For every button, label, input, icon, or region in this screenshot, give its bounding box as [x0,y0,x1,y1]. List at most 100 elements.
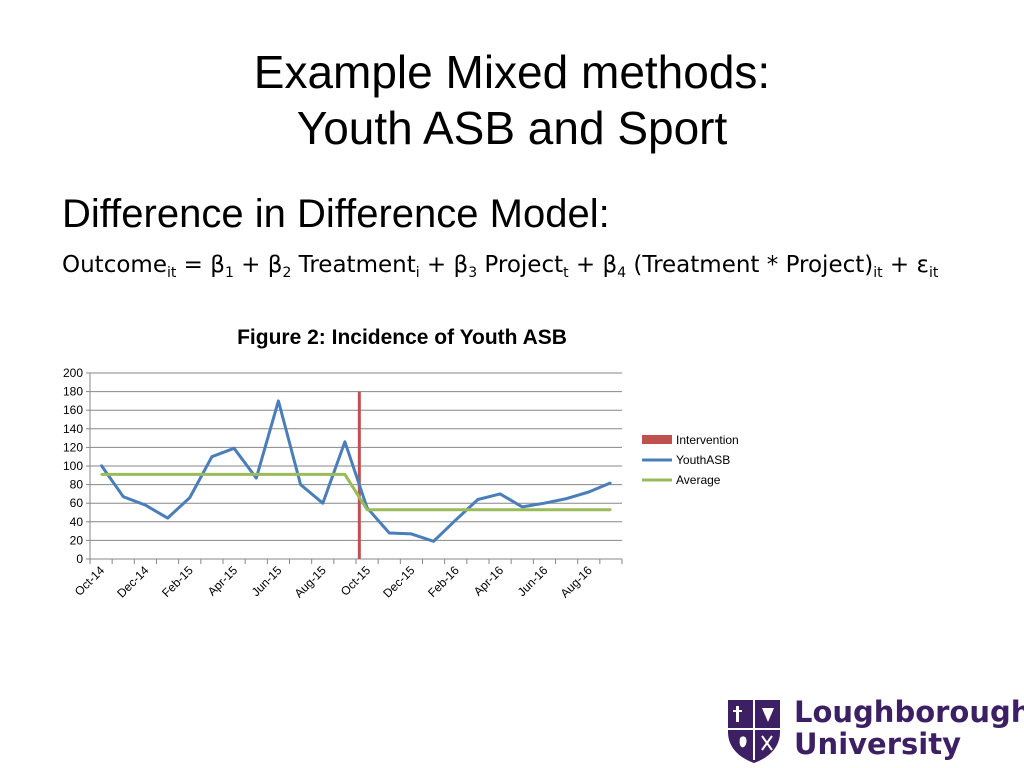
data-point-average [543,508,546,511]
data-point-average [100,473,102,476]
data-point-youthasb [299,483,302,486]
data-point-youthasb [188,496,191,499]
formula-beta3: + β [419,252,469,278]
formula-beta4: + β [568,252,618,278]
data-point-youthasb [321,502,324,504]
data-point-average [211,473,213,476]
data-point-average [610,508,612,511]
x-tick-label: Dec-15 [380,563,417,600]
data-point-average [255,473,258,476]
data-point-youthasb [432,540,435,543]
university-name-line-2: University [794,727,961,761]
data-point-youthasb [543,502,546,504]
data-point-youthasb [211,455,213,458]
chart-gridlines [90,372,622,560]
formula-epsilon: + ε [882,252,929,278]
series-line-youthasb [99,399,612,543]
y-tick-label: 40 [70,515,84,529]
x-tick-label: Dec-14 [114,563,151,600]
data-point-youthasb [410,533,413,535]
data-point-average [321,473,324,476]
y-tick-label: 100 [63,459,83,473]
data-point-youthasb [166,517,169,519]
data-point-youthasb [499,493,501,495]
data-point-average [432,508,435,511]
data-point-youthasb [477,498,479,501]
y-tick-label: 20 [70,533,84,547]
formula-sub-project: t [563,265,569,281]
data-point-average [388,508,391,511]
data-point-average [410,508,413,511]
y-axis: 0 20 40 60 80 100 120 140 160 180 200 [63,366,91,566]
formula-beta1: = β [176,252,225,278]
data-point-youthasb [344,441,346,443]
data-point-youthasb [233,447,235,450]
x-tick-label: Apr-15 [205,563,241,599]
formula-sub-interaction: it [873,265,883,281]
legend-swatch-intervention [642,435,672,444]
university-name: Loughborough University [794,696,1024,760]
data-point-youthasb [255,477,258,479]
x-tick-label: Apr-16 [471,563,507,599]
data-point-average [499,508,501,511]
university-logo: Loughborough University [726,696,1024,766]
data-point-average [166,473,169,476]
slide-title-line-2: Youth ASB and Sport [296,102,728,154]
formula-beta2: + β [233,252,283,278]
data-point-youthasb [610,481,612,484]
data-point-average [344,473,346,476]
chart-series [99,391,612,559]
legend-label: YouthASB [676,453,730,467]
data-point-average [277,473,280,476]
data-point-youthasb [100,464,102,466]
x-tick-label: Oct-15 [338,563,374,599]
formula-sub-beta4: 4 [617,265,627,281]
data-point-youthasb [144,504,147,506]
formula-sub-beta1: 1 [224,265,234,281]
y-tick-label: 80 [70,478,84,492]
x-tick-label: Jun-15 [249,563,285,599]
slide-title: Example Mixed methods: Youth ASB and Spo… [0,44,1024,156]
asb-line-chart: Figure 2: Incidence of Youth ASB 0 20 40 60… [63,326,739,600]
formula-outcome: Outcome [62,252,167,278]
data-point-youthasb [565,497,568,500]
data-point-average [454,508,457,511]
x-tick-label: Oct-14 [72,563,108,599]
data-point-youthasb [454,519,457,521]
y-tick-label: 0 [76,552,83,566]
data-point-average [144,473,147,476]
data-point-average [587,508,590,511]
y-tick-label: 60 [70,496,84,510]
y-tick-label: 180 [63,385,83,399]
data-point-youthasb [521,506,524,508]
legend-label: Average [676,473,721,487]
formula-sub-epsilon: it [928,265,939,281]
formula-sub-beta3: 3 [468,265,478,281]
data-point-average [188,473,191,476]
formula-sub-treatment: i [415,265,420,281]
x-axis: Oct-14 Dec-14 Feb-15 Apr-15 Jun-15 Aug-15 Oct-… [72,558,623,600]
y-tick-label: 140 [63,422,83,436]
x-tick-label: Aug-15 [292,563,329,600]
formula-sub-beta2: 2 [282,265,292,281]
y-tick-label: 160 [63,403,83,417]
legend-label: Intervention [676,433,739,447]
formula-interaction: (Treatment * Project) [626,252,874,278]
data-point-average [122,473,125,476]
data-point-youthasb [277,400,280,402]
series-line-average [101,472,611,512]
x-tick-label: Feb-15 [159,563,196,600]
x-tick-label: Feb-16 [425,563,462,600]
y-tick-label: 200 [63,366,83,380]
university-name-line-1: Loughborough [794,695,1024,729]
y-tick-label: 120 [63,440,83,454]
model-heading: Difference in Difference Model: [62,192,610,236]
university-crest-icon [728,700,780,763]
formula-sub-outcome: it [166,265,177,281]
chart-title: Figure 2: Incidence of Youth ASB [237,326,567,349]
did-formula: Outcomeit = β1 + β2 Treatmenti + β3 Proj… [62,250,938,288]
slide-title-line-1: Example Mixed methods: [253,46,771,98]
chart-legend: Intervention YouthASB Average [642,433,739,487]
formula-project: Project [477,252,564,278]
data-point-youthasb [122,495,125,498]
